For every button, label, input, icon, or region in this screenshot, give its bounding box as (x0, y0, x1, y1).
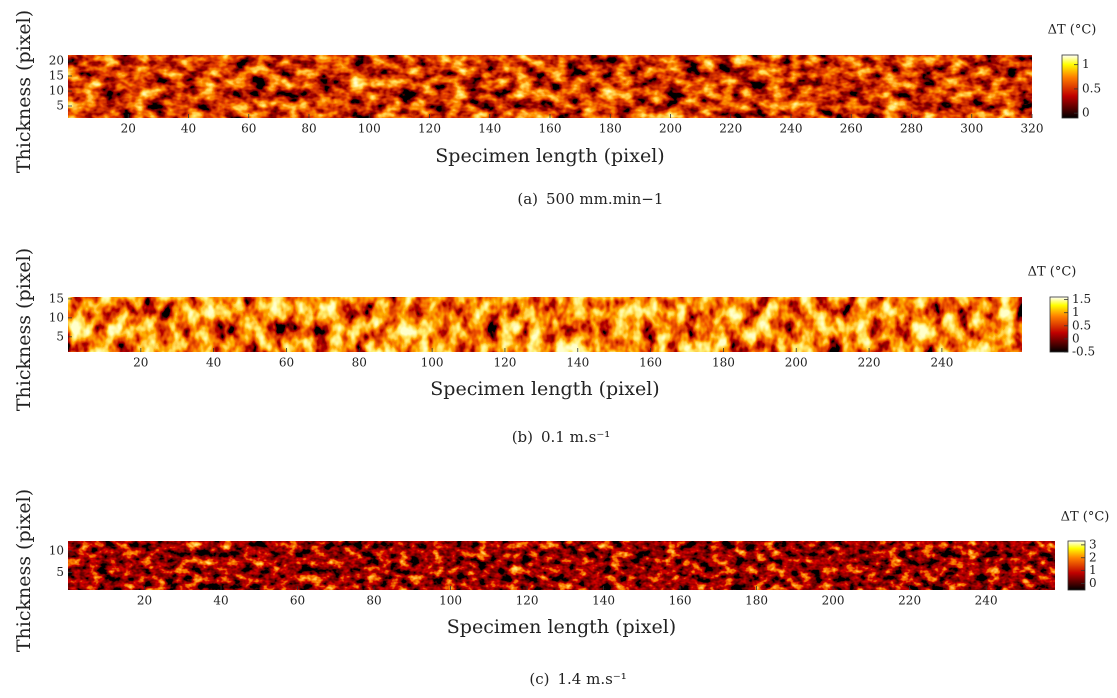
x-tick-label: 60 (279, 356, 294, 370)
colorbar-label: ΔT (°C) (1028, 265, 1077, 280)
x-tick-label: 40 (181, 122, 196, 136)
x-tick-label: 100 (358, 122, 381, 136)
x-tick-label: 60 (290, 594, 305, 608)
y-tick-label: 20 (49, 54, 64, 68)
heatmap-image (68, 297, 1022, 352)
y-tick-label: 15 (49, 69, 64, 83)
x-tick-label: 180 (712, 356, 735, 370)
x-tick-label: 320 (1021, 122, 1044, 136)
x-tick-label: 120 (516, 594, 539, 608)
x-tick-label: 60 (241, 122, 256, 136)
colorbar-label: ΔT (°C) (1061, 510, 1110, 525)
y-tick-label: 15 (49, 291, 64, 305)
colorbar-tick-label: 1 (1089, 563, 1097, 577)
colorbar-tick-label: 3 (1089, 537, 1097, 551)
y-tick-label: 5 (56, 99, 64, 113)
x-tick-label: 260 (840, 122, 863, 136)
x-tick-label: 120 (493, 356, 516, 370)
x-tick-label: 300 (960, 122, 983, 136)
x-tick-label: 200 (822, 594, 845, 608)
x-tick-label: 180 (599, 122, 622, 136)
x-tick-label: 200 (785, 356, 808, 370)
y-tick-label: 10 (49, 543, 64, 557)
x-tick-label: 140 (592, 594, 615, 608)
x-tick-label: 80 (301, 122, 316, 136)
y-axis-label: Thickness (pixel) (13, 248, 35, 411)
heatmap-image (68, 55, 1032, 118)
caption-label: (a) (517, 190, 538, 208)
x-axis-label: Specimen length (pixel) (447, 616, 676, 638)
x-tick-label: 180 (745, 594, 768, 608)
x-tick-label: 240 (780, 122, 803, 136)
colorbar-tick-label: 0 (1072, 331, 1080, 345)
x-tick-label: 40 (206, 356, 221, 370)
x-tick-label: 140 (478, 122, 501, 136)
colorbar-tick-label: 0.5 (1072, 318, 1091, 332)
x-tick-label: 140 (566, 356, 589, 370)
x-tick-label: 160 (539, 122, 562, 136)
x-tick-label: 240 (975, 594, 998, 608)
x-axis-label: Specimen length (pixel) (430, 378, 659, 400)
x-tick-label: 220 (898, 594, 921, 608)
x-tick-label: 280 (900, 122, 923, 136)
colorbar-tick-label: 1.5 (1072, 292, 1091, 306)
x-tick-label: 100 (421, 356, 444, 370)
heatmap-image (68, 541, 1055, 590)
colorbar-tick-label: 1 (1072, 305, 1080, 319)
colorbar-tick-label: 2 (1089, 550, 1097, 564)
y-tick-label: 10 (49, 310, 64, 324)
x-tick-label: 160 (669, 594, 692, 608)
x-tick-label: 40 (213, 594, 228, 608)
colorbar-tick-label: -0.5 (1072, 345, 1095, 359)
x-tick-label: 20 (121, 122, 136, 136)
x-tick-label: 200 (659, 122, 682, 136)
x-tick-label: 80 (366, 594, 381, 608)
y-axis-label: Thickness (pixel) (13, 489, 35, 652)
y-tick-label: 5 (56, 565, 64, 579)
x-tick-label: 120 (418, 122, 441, 136)
colorbar (1049, 296, 1069, 353)
colorbar-label: ΔT (°C) (1048, 23, 1097, 38)
x-tick-label: 220 (858, 356, 881, 370)
x-tick-label: 20 (133, 356, 148, 370)
x-tick-label: 80 (352, 356, 367, 370)
y-tick-label: 10 (49, 84, 64, 98)
caption: 1.4 m.s⁻¹ (558, 670, 627, 688)
y-tick-label: 5 (56, 329, 64, 343)
x-tick-label: 240 (930, 356, 953, 370)
colorbar-tick-label: 0 (1089, 576, 1097, 590)
colorbar (1067, 540, 1086, 591)
x-tick-label: 160 (639, 356, 662, 370)
caption: 500 mm.min−1 (546, 190, 663, 208)
y-axis-label: Thickness (pixel) (13, 10, 35, 173)
caption-label: (b) (512, 428, 533, 446)
caption: 0.1 m.s⁻¹ (541, 428, 610, 446)
colorbar-tick-label: 1 (1082, 57, 1090, 71)
x-axis-label: Specimen length (pixel) (435, 145, 664, 167)
colorbar-tick-label: 0.5 (1082, 81, 1101, 95)
x-tick-label: 100 (439, 594, 462, 608)
colorbar (1061, 54, 1079, 119)
x-tick-label: 20 (137, 594, 152, 608)
caption-label: (c) (529, 670, 549, 688)
colorbar-tick-label: 0 (1082, 106, 1090, 120)
x-tick-label: 220 (719, 122, 742, 136)
